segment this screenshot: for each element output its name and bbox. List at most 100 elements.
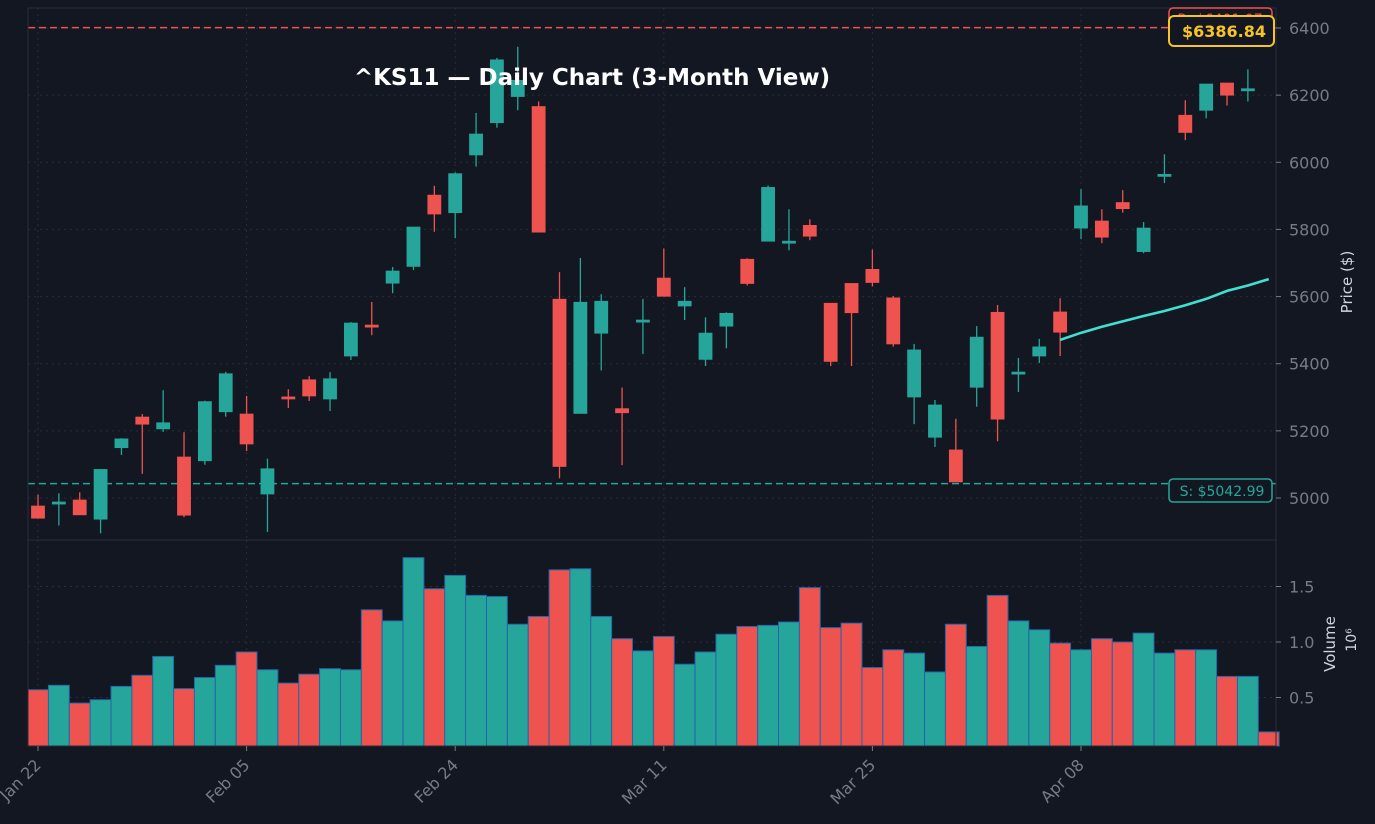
volume-bar bbox=[68, 702, 91, 747]
candle-up bbox=[761, 187, 775, 242]
candle-up bbox=[510, 79, 525, 97]
candle-up bbox=[1240, 88, 1255, 92]
candle-up bbox=[782, 240, 796, 244]
candle-up bbox=[406, 226, 421, 267]
volume-axis: 0.5 1.0 1.5 bbox=[1276, 578, 1314, 708]
candle-up bbox=[1074, 205, 1088, 229]
volume-bar bbox=[1111, 641, 1134, 747]
candle-up bbox=[218, 373, 233, 413]
volume-bar bbox=[986, 594, 1009, 747]
candle-down bbox=[1094, 220, 1109, 238]
candle-down bbox=[177, 456, 191, 516]
support-label: S: $5042.99 bbox=[1168, 478, 1273, 503]
candle-down bbox=[31, 505, 45, 519]
date-tick-label: Jan 22 bbox=[0, 755, 45, 805]
price-tick-label: 5600 bbox=[1289, 288, 1330, 307]
volume-bar bbox=[965, 645, 988, 747]
volume-bar bbox=[1216, 675, 1238, 747]
candle-down bbox=[72, 499, 87, 516]
volume-bar bbox=[924, 671, 946, 747]
volume-bar bbox=[798, 587, 821, 747]
volume-bar bbox=[590, 615, 613, 747]
candle-down bbox=[1115, 202, 1130, 210]
candle-up bbox=[1157, 173, 1172, 177]
svg-text:S: $5042.99: S: $5042.99 bbox=[1180, 484, 1265, 500]
volume-bar bbox=[569, 568, 592, 747]
candle-up bbox=[343, 322, 358, 357]
volume-bar bbox=[1070, 649, 1092, 747]
moving-average-line bbox=[1059, 277, 1270, 342]
price-tick-label: 5800 bbox=[1289, 220, 1330, 239]
candle-up bbox=[156, 422, 171, 430]
candle-down bbox=[886, 297, 901, 345]
price-axis-label: Price ($) bbox=[1338, 251, 1356, 314]
price-tick-label: 5400 bbox=[1289, 355, 1330, 374]
last-price-tag: $6386.84 bbox=[1168, 15, 1275, 47]
volume-bar bbox=[193, 677, 216, 747]
candle-up bbox=[448, 173, 463, 214]
volume-bar bbox=[1028, 629, 1051, 747]
candle-down bbox=[802, 224, 817, 237]
volume-bar bbox=[1236, 675, 1259, 747]
volume-bar bbox=[423, 588, 446, 747]
candle-up bbox=[469, 133, 483, 156]
volume-bar bbox=[27, 689, 49, 747]
volume-bar bbox=[1049, 642, 1072, 747]
volume-bar bbox=[319, 668, 341, 747]
candle-down bbox=[531, 106, 546, 233]
volume-bar bbox=[256, 669, 279, 747]
candle-up bbox=[385, 270, 400, 284]
price-tick-label: 6200 bbox=[1289, 86, 1330, 105]
support-resistance-lines bbox=[28, 26, 1276, 485]
volume-axis-label: Volume bbox=[1321, 616, 1339, 672]
candle-down bbox=[990, 311, 1005, 420]
volume-bar bbox=[152, 655, 175, 747]
volume-bar bbox=[381, 620, 404, 747]
candle-down bbox=[1053, 311, 1068, 333]
volume-pane-frame bbox=[27, 539, 1277, 747]
volume-bar bbox=[1153, 652, 1176, 747]
candle-up bbox=[197, 401, 212, 462]
volume-bar bbox=[1132, 632, 1155, 747]
volume-bar bbox=[444, 574, 467, 747]
candle-up bbox=[1136, 227, 1151, 252]
volume-bar bbox=[506, 623, 529, 747]
volume-bar bbox=[882, 649, 905, 747]
date-tick-label: Feb 24 bbox=[411, 755, 462, 806]
candle-up bbox=[114, 438, 129, 449]
price-tick-label: 6400 bbox=[1289, 19, 1330, 38]
volume-bar bbox=[819, 627, 842, 747]
date-tick-label: Apr 08 bbox=[1037, 755, 1088, 806]
candle-down bbox=[427, 194, 442, 215]
volume-bar bbox=[1195, 649, 1218, 747]
volume-bar bbox=[694, 651, 717, 747]
volume-bar bbox=[465, 594, 487, 747]
date-tick-label: Mar 11 bbox=[618, 755, 671, 808]
volume-bar bbox=[1174, 649, 1197, 747]
volume-bar bbox=[402, 557, 425, 747]
volume-bar bbox=[298, 673, 321, 747]
candle-up bbox=[928, 404, 942, 438]
candle-down bbox=[656, 277, 671, 297]
date-tick-label: Feb 05 bbox=[202, 755, 253, 806]
volume-multiplier: 10⁶ bbox=[1344, 628, 1360, 652]
date-axis: Jan 22 Feb 05 Feb 24 Mar 11 Mar 25 Apr 08 bbox=[0, 746, 1088, 808]
candle-down bbox=[281, 396, 296, 400]
candle-up bbox=[1011, 371, 1026, 375]
candle-up bbox=[573, 301, 588, 414]
candle-up bbox=[636, 319, 650, 323]
volume-bar bbox=[652, 635, 675, 747]
price-tick-label: 6000 bbox=[1289, 153, 1330, 172]
volume-bar bbox=[47, 684, 70, 747]
volume-bar bbox=[736, 625, 759, 747]
volume-bar bbox=[277, 682, 300, 747]
volume-bar bbox=[214, 664, 237, 747]
volume-tick-label: 1.0 bbox=[1289, 633, 1314, 652]
volume-bar bbox=[611, 638, 634, 747]
volume-bars bbox=[27, 557, 1280, 747]
price-tick-label: 5000 bbox=[1289, 489, 1330, 508]
volume-bar bbox=[235, 651, 258, 747]
volume-bar bbox=[715, 633, 738, 747]
volume-bar bbox=[778, 621, 800, 747]
